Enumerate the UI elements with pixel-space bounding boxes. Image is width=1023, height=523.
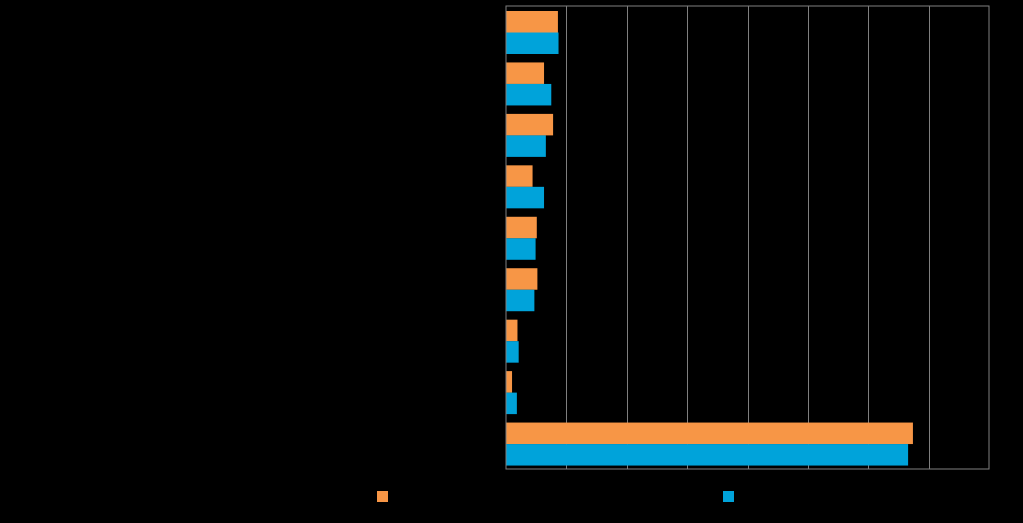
bar-series1-row7 [506, 319, 518, 342]
legend-swatch-orange [377, 491, 388, 502]
legend-swatch-blue [723, 491, 734, 502]
bar-series1-row3 [506, 113, 554, 136]
bar-series2-row1 [506, 32, 559, 54]
bar-series2-row3 [506, 135, 546, 157]
plot-area-frame [505, 5, 990, 470]
bar-series2-row6 [506, 289, 535, 312]
bar-series1-row1 [506, 11, 558, 33]
bar-series1-row8 [506, 371, 513, 393]
bar-series2-row4 [506, 186, 545, 209]
bar-series1-row9 [506, 422, 913, 445]
bar-series2-row7 [506, 341, 519, 363]
bar-series1-row6 [506, 268, 538, 290]
gridlines [566, 6, 930, 469]
bars [506, 11, 913, 466]
bar-series2-row9 [506, 444, 909, 466]
bar-series2-row5 [506, 238, 536, 260]
bar-series1-row5 [506, 216, 537, 239]
bar-series2-row2 [506, 83, 552, 106]
bar-series1-row2 [506, 62, 545, 84]
bar-series1-row4 [506, 165, 533, 187]
bar-series2-row8 [506, 392, 517, 415]
